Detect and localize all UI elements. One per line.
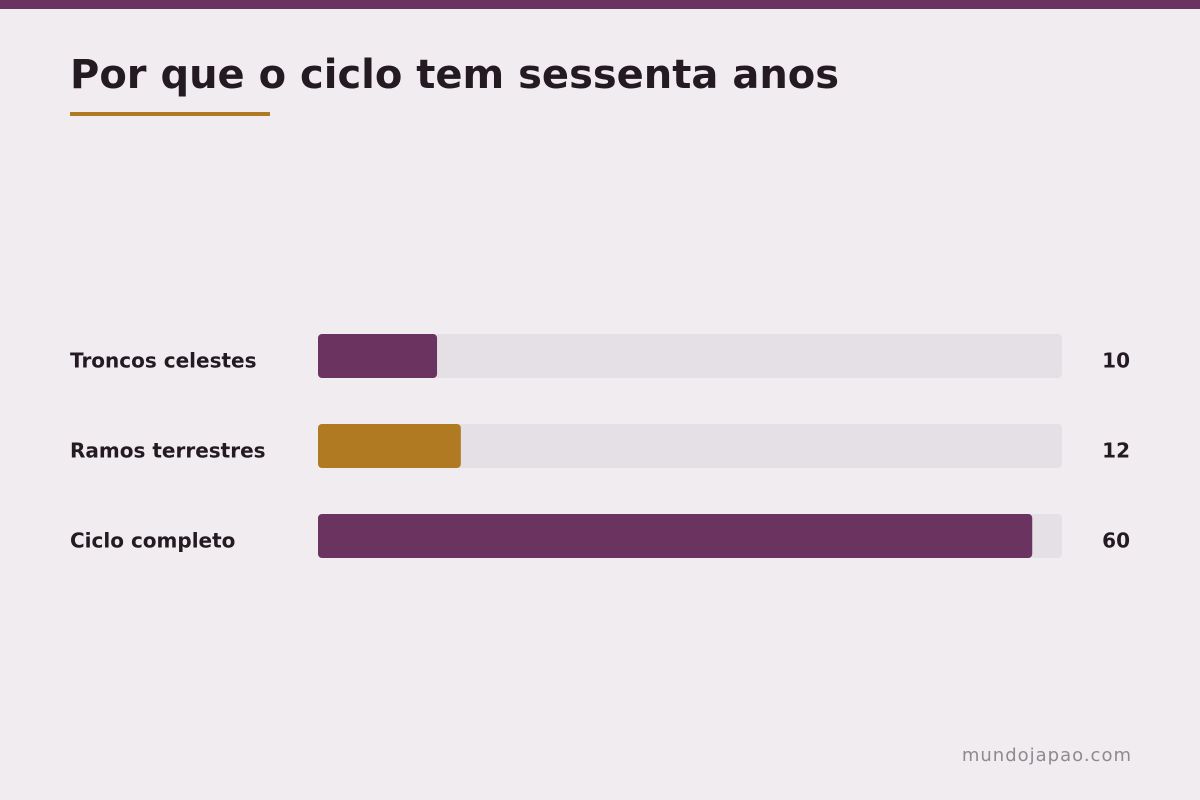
value-label: 60 — [1102, 529, 1130, 553]
bar — [318, 334, 438, 378]
chart-title: Por que o ciclo tem sessenta anos — [70, 52, 839, 98]
bar-track — [318, 334, 1062, 378]
value-label: 12 — [1102, 439, 1130, 463]
title-underline — [70, 112, 270, 116]
category-label: Ciclo completo — [70, 529, 235, 553]
bar — [318, 514, 1033, 558]
top-band — [0, 0, 1200, 9]
value-label: 10 — [1102, 349, 1130, 373]
bar-track — [318, 424, 1062, 468]
bar — [318, 424, 461, 468]
footer: mundojapao.com — [962, 745, 1132, 766]
category-label: Troncos celestes — [70, 349, 257, 373]
category-label: Ramos terrestres — [70, 439, 266, 463]
